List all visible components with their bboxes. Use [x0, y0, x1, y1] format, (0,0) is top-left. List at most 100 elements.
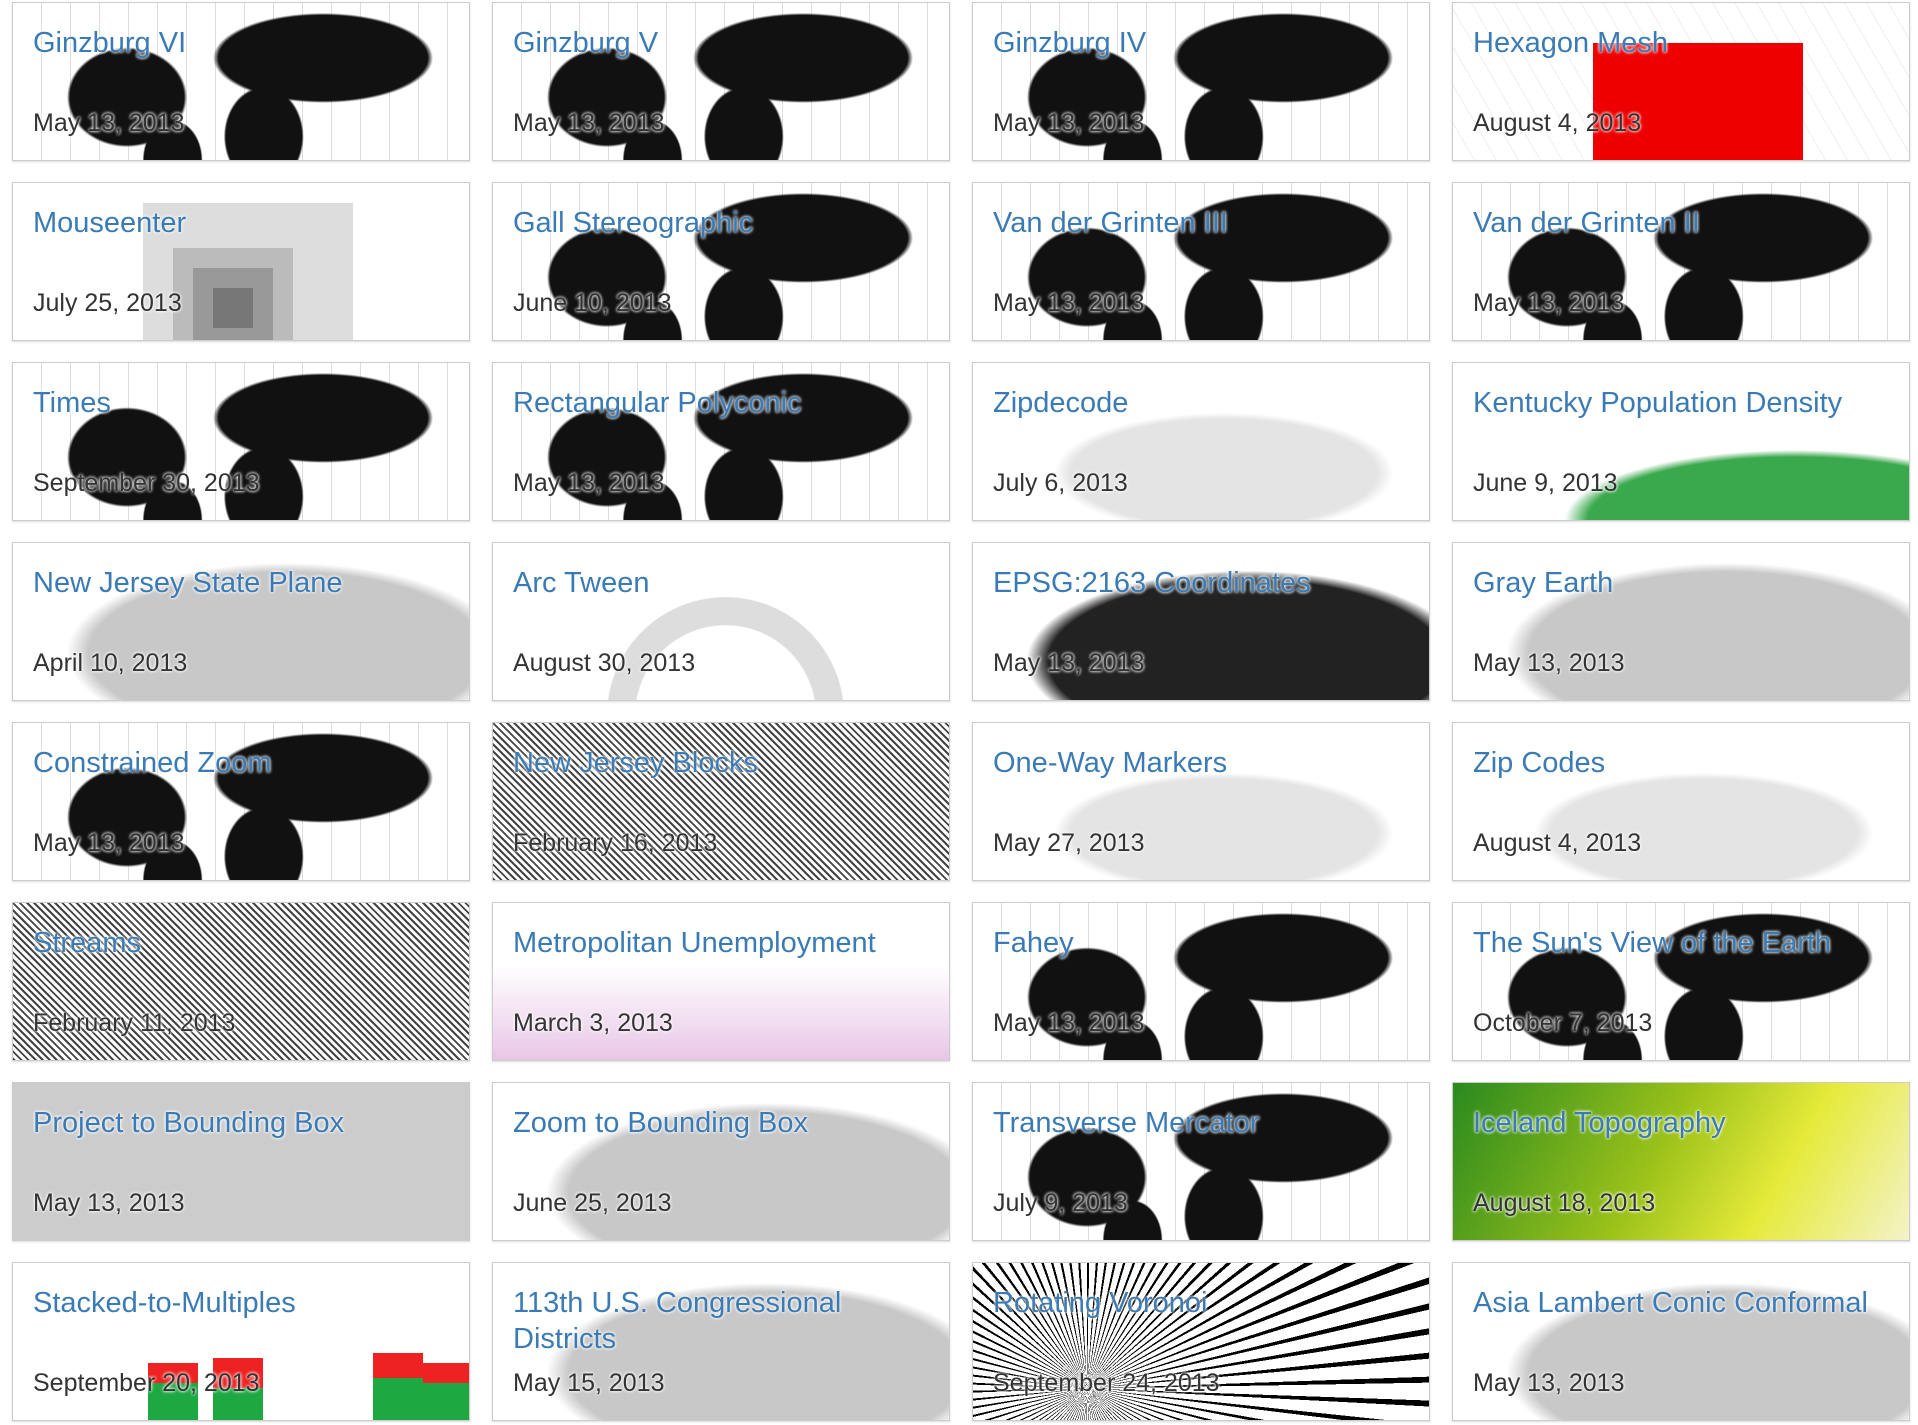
card-title[interactable]: Ginzburg V	[513, 27, 659, 59]
thumbnail	[973, 3, 1429, 160]
gallery-card[interactable]: Van der Grinten II May 13, 2013	[1452, 182, 1910, 341]
gallery-card[interactable]: Hexagon Mesh August 4, 2013	[1452, 2, 1910, 161]
card-title[interactable]: Gall Stereographic	[513, 207, 754, 239]
gallery-card[interactable]: Times September 30, 2013	[12, 362, 470, 521]
gallery-card[interactable]: EPSG:2163 Coordinates May 13, 2013	[972, 542, 1430, 701]
card-title[interactable]: Gray Earth	[1473, 567, 1614, 599]
card-title[interactable]: Ginzburg VI	[33, 27, 187, 59]
card-title[interactable]: Ginzburg IV	[993, 27, 1147, 59]
card-date: February 11, 2013	[33, 1009, 236, 1037]
gallery-card[interactable]: Streams February 11, 2013	[12, 902, 470, 1061]
card-title[interactable]: Streams	[33, 927, 141, 959]
gallery-card[interactable]: Rectangular Polyconic May 13, 2013	[492, 362, 950, 521]
card-title[interactable]: Iceland Topography	[1473, 1107, 1726, 1139]
gallery-card[interactable]: Zip Codes August 4, 2013	[1452, 722, 1910, 881]
thumbnail	[973, 1263, 1429, 1420]
card-title[interactable]: Zipdecode	[993, 387, 1129, 419]
thumbnail	[13, 1263, 469, 1420]
gallery-card[interactable]: Ginzburg VI May 13, 2013	[12, 2, 470, 161]
gallery-card[interactable]: Ginzburg IV May 13, 2013	[972, 2, 1430, 161]
thumbnail	[493, 3, 949, 160]
gallery-card[interactable]: Project to Bounding Box May 13, 2013	[12, 1082, 470, 1241]
gallery-card[interactable]: Metropolitan Unemployment March 3, 2013	[492, 902, 950, 1061]
gallery-card[interactable]: Constrained Zoom May 13, 2013	[12, 722, 470, 881]
card-date: May 27, 2013	[993, 829, 1145, 857]
gallery-card[interactable]: New Jersey Blocks February 16, 2013	[492, 722, 950, 881]
card-title[interactable]: Asia Lambert Conic Conformal	[1473, 1287, 1868, 1319]
gallery-card[interactable]: Ginzburg V May 13, 2013	[492, 2, 950, 161]
gallery-card[interactable]: Iceland Topography August 18, 2013	[1452, 1082, 1910, 1241]
card-date: August 18, 2013	[1473, 1189, 1656, 1217]
card-date: August 4, 2013	[1473, 109, 1642, 137]
card-title[interactable]: New Jersey State Plane	[33, 567, 343, 599]
card-title[interactable]: Constrained Zoom	[33, 747, 272, 779]
gallery-card[interactable]: Rotating Voronoi September 24, 2013	[972, 1262, 1430, 1421]
thumbnail	[1453, 1083, 1909, 1240]
card-date: May 13, 2013	[993, 109, 1145, 137]
gallery-card[interactable]: Transverse Mercator July 9, 2013	[972, 1082, 1430, 1241]
card-title[interactable]: Zip Codes	[1473, 747, 1606, 779]
thumbnail	[1453, 1263, 1909, 1420]
card-title[interactable]: Mouseenter	[33, 207, 187, 239]
card-date: February 16, 2013	[513, 829, 718, 857]
card-date: September 24, 2013	[993, 1369, 1220, 1397]
thumbnail	[493, 1263, 949, 1420]
gallery-card[interactable]: Zipdecode July 6, 2013	[972, 362, 1430, 521]
card-title[interactable]: New Jersey Blocks	[513, 747, 758, 779]
thumbnail	[1453, 3, 1909, 160]
card-date: May 13, 2013	[993, 1009, 1145, 1037]
gallery-card[interactable]: Stacked-to-Multiples September 20, 2013	[12, 1262, 470, 1421]
card-date: May 13, 2013	[1473, 1369, 1625, 1397]
card-date: May 13, 2013	[993, 289, 1145, 317]
card-title[interactable]: Project to Bounding Box	[33, 1107, 345, 1139]
card-date: August 30, 2013	[513, 649, 696, 677]
card-date: May 13, 2013	[513, 469, 665, 497]
gallery-card[interactable]: 113th U.S. Congressional Districts May 15…	[492, 1262, 950, 1421]
thumbnail	[1453, 723, 1909, 880]
thumbnail	[1453, 363, 1909, 520]
card-title[interactable]: Stacked-to-Multiples	[33, 1287, 296, 1319]
card-title[interactable]: Fahey	[993, 927, 1074, 959]
card-date: September 30, 2013	[33, 469, 260, 497]
card-title[interactable]: The Sun's View of the Earth	[1473, 927, 1832, 959]
card-title[interactable]: Arc Tween	[513, 567, 650, 599]
gallery-card[interactable]: Mouseenter July 25, 2013	[12, 182, 470, 341]
gallery-card[interactable]: Asia Lambert Conic Conformal May 13, 2013	[1452, 1262, 1910, 1421]
card-title[interactable]: Metropolitan Unemployment	[513, 927, 876, 959]
gallery-card[interactable]: Zoom to Bounding Box June 25, 2013	[492, 1082, 950, 1241]
gallery-card[interactable]: Fahey May 13, 2013	[972, 902, 1430, 1061]
card-title[interactable]: Kentucky Population Density	[1473, 387, 1843, 419]
card-title[interactable]: Van der Grinten III	[993, 207, 1228, 239]
gallery-card[interactable]: Arc Tween August 30, 2013	[492, 542, 950, 701]
card-title[interactable]: EPSG:2163 Coordinates	[993, 567, 1311, 599]
thumbnail	[493, 723, 949, 880]
card-title[interactable]: Zoom to Bounding Box	[513, 1107, 809, 1139]
gallery-card[interactable]: One-Way Markers May 27, 2013	[972, 722, 1430, 881]
card-date: October 7, 2013	[1473, 1009, 1653, 1037]
thumbnail	[13, 543, 469, 700]
thumbnail	[13, 903, 469, 1060]
card-date: August 4, 2013	[1473, 829, 1642, 857]
gallery-card[interactable]: The Sun's View of the Earth October 7, 20…	[1452, 902, 1910, 1061]
gallery-card[interactable]: New Jersey State Plane April 10, 2013	[12, 542, 470, 701]
card-date: May 13, 2013	[33, 829, 185, 857]
thumbnail	[493, 363, 949, 520]
card-title[interactable]: Transverse Mercator	[993, 1107, 1260, 1139]
thumbnail	[493, 903, 949, 1060]
gallery-card[interactable]: Kentucky Population Density June 9, 2013	[1452, 362, 1910, 521]
thumbnail	[973, 543, 1429, 700]
gallery-card[interactable]: Gall Stereographic June 10, 2013	[492, 182, 950, 341]
card-title[interactable]: Hexagon Mesh	[1473, 27, 1669, 59]
card-title[interactable]: One-Way Markers	[993, 747, 1228, 779]
card-title[interactable]: 113th U.S. Congressional Districts	[513, 1287, 842, 1355]
card-title[interactable]: Van der Grinten II	[1473, 207, 1700, 239]
thumbnail	[13, 3, 469, 160]
gallery-card[interactable]: Van der Grinten III May 13, 2013	[972, 182, 1430, 341]
thumbnail	[13, 183, 469, 340]
card-title[interactable]: Rectangular Polyconic	[513, 387, 802, 419]
gallery-card[interactable]: Gray Earth May 13, 2013	[1452, 542, 1910, 701]
card-title[interactable]: Times	[33, 387, 111, 419]
card-title[interactable]: Rotating Voronoi	[993, 1287, 1208, 1319]
card-date: June 9, 2013	[1473, 469, 1618, 497]
